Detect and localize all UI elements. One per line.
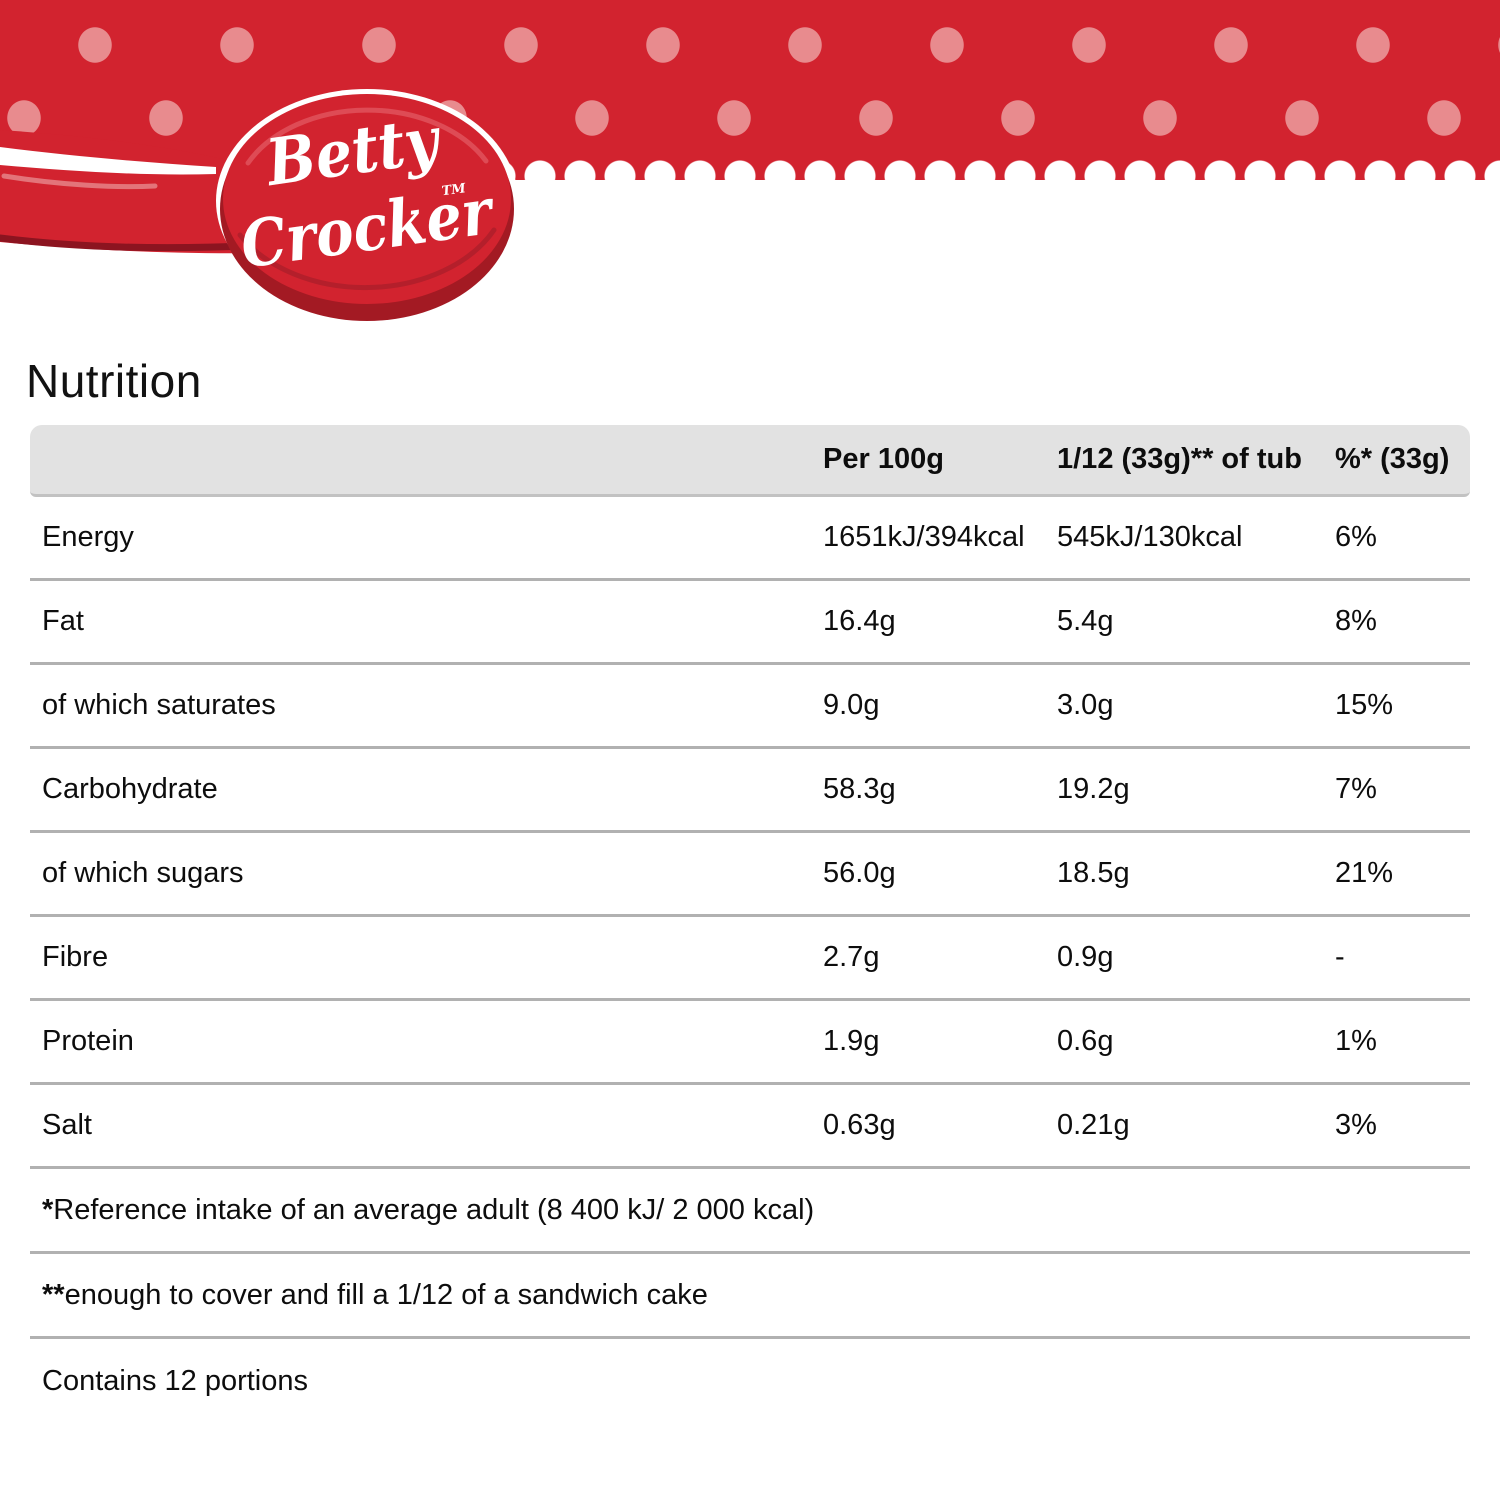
row-per-100g: 1651kJ/394kcal <box>823 521 1025 553</box>
nutrition-table: Per 100g 1/12 (33g)** of tub %* (33g) En… <box>30 425 1470 1424</box>
row-ri-percent: 8% <box>1335 605 1377 637</box>
page-title: Nutrition <box>26 355 202 407</box>
row-label: Energy <box>42 521 134 553</box>
row-ri-percent: 3% <box>1335 1109 1377 1141</box>
col-header-ri-percent: %* (33g) <box>1335 443 1450 475</box>
row-per-100g: 1.9g <box>823 1025 880 1057</box>
spoon-accent-arc <box>1 173 158 190</box>
table-row-saturates: of which saturates 9.0g 3.0g 15% <box>30 665 1470 749</box>
row-per-portion: 0.6g <box>1057 1025 1114 1057</box>
row-ri-percent: 7% <box>1335 773 1377 805</box>
logo-trademark: TM <box>441 181 468 199</box>
spoon-bowl-inner-shadow <box>237 227 497 291</box>
row-per-portion: 0.9g <box>1057 941 1114 973</box>
row-label: Protein <box>42 1025 134 1057</box>
footnote-reference-intake: * Reference intake of an average adult (8… <box>30 1169 1470 1254</box>
footnote-portion-definition: ** enough to cover and fill a 1/12 of a s… <box>30 1254 1470 1339</box>
row-label: Fat <box>42 605 84 637</box>
table-row-fibre: Fibre 2.7g 0.9g - <box>30 917 1470 1001</box>
footnote-text: enough to cover and fill a 1/12 of a san… <box>64 1278 708 1311</box>
footnote-portions-count: Contains 12 portions <box>30 1339 1470 1424</box>
col-header-per-portion: 1/12 (33g)** of tub <box>1057 443 1302 475</box>
footnote-asterisk: ** <box>42 1278 65 1311</box>
row-per-portion: 18.5g <box>1057 857 1130 889</box>
row-label: Salt <box>42 1109 92 1141</box>
betty-crocker-logo: Betty TM Crocker <box>0 89 518 321</box>
row-per-portion: 545kJ/130kcal <box>1057 521 1243 553</box>
row-ri-percent: 1% <box>1335 1025 1377 1057</box>
row-per-100g: 9.0g <box>823 689 880 721</box>
row-per-portion: 19.2g <box>1057 773 1130 805</box>
spoon-bowl-highlight <box>245 107 489 166</box>
table-header-row: Per 100g 1/12 (33g)** of tub %* (33g) <box>30 425 1470 497</box>
spoon-swoosh <box>0 147 216 175</box>
spoon-bowl <box>223 94 511 304</box>
table-row-fat: Fat 16.4g 5.4g 8% <box>30 581 1470 665</box>
footnote-asterisk: * <box>42 1193 54 1226</box>
row-ri-percent: 15% <box>1335 689 1394 721</box>
row-per-100g: 56.0g <box>823 857 896 889</box>
row-per-100g: 0.63g <box>823 1109 896 1141</box>
row-per-100g: 58.3g <box>823 773 896 805</box>
row-label: of which sugars <box>42 857 244 889</box>
table-row-salt: Salt 0.63g 0.21g 3% <box>30 1085 1470 1169</box>
row-label: Fibre <box>42 941 109 973</box>
table-row-carbohydrate: Carbohydrate 58.3g 19.2g 7% <box>30 749 1470 833</box>
col-header-per-100g: Per 100g <box>823 443 944 475</box>
table-row-protein: Protein 1.9g 0.6g 1% <box>30 1001 1470 1085</box>
row-per-100g: 16.4g <box>823 605 896 637</box>
row-ri-percent: - <box>1335 941 1345 973</box>
row-label: of which saturates <box>42 689 276 721</box>
row-per-portion: 5.4g <box>1057 605 1114 637</box>
row-per-portion: 3.0g <box>1057 689 1114 721</box>
row-per-portion: 0.21g <box>1057 1109 1130 1141</box>
row-ri-percent: 6% <box>1335 521 1377 553</box>
table-row-energy: Energy 1651kJ/394kcal 545kJ/130kcal 6% <box>30 497 1470 581</box>
row-ri-percent: 21% <box>1335 857 1394 889</box>
table-row-sugars: of which sugars 56.0g 18.5g 21% <box>30 833 1470 917</box>
row-label: Carbohydrate <box>42 773 218 805</box>
footnote-text: Reference intake of an average adult (8 … <box>53 1193 815 1226</box>
footnote-text: Contains 12 portions <box>42 1365 308 1397</box>
row-per-100g: 2.7g <box>823 941 880 973</box>
